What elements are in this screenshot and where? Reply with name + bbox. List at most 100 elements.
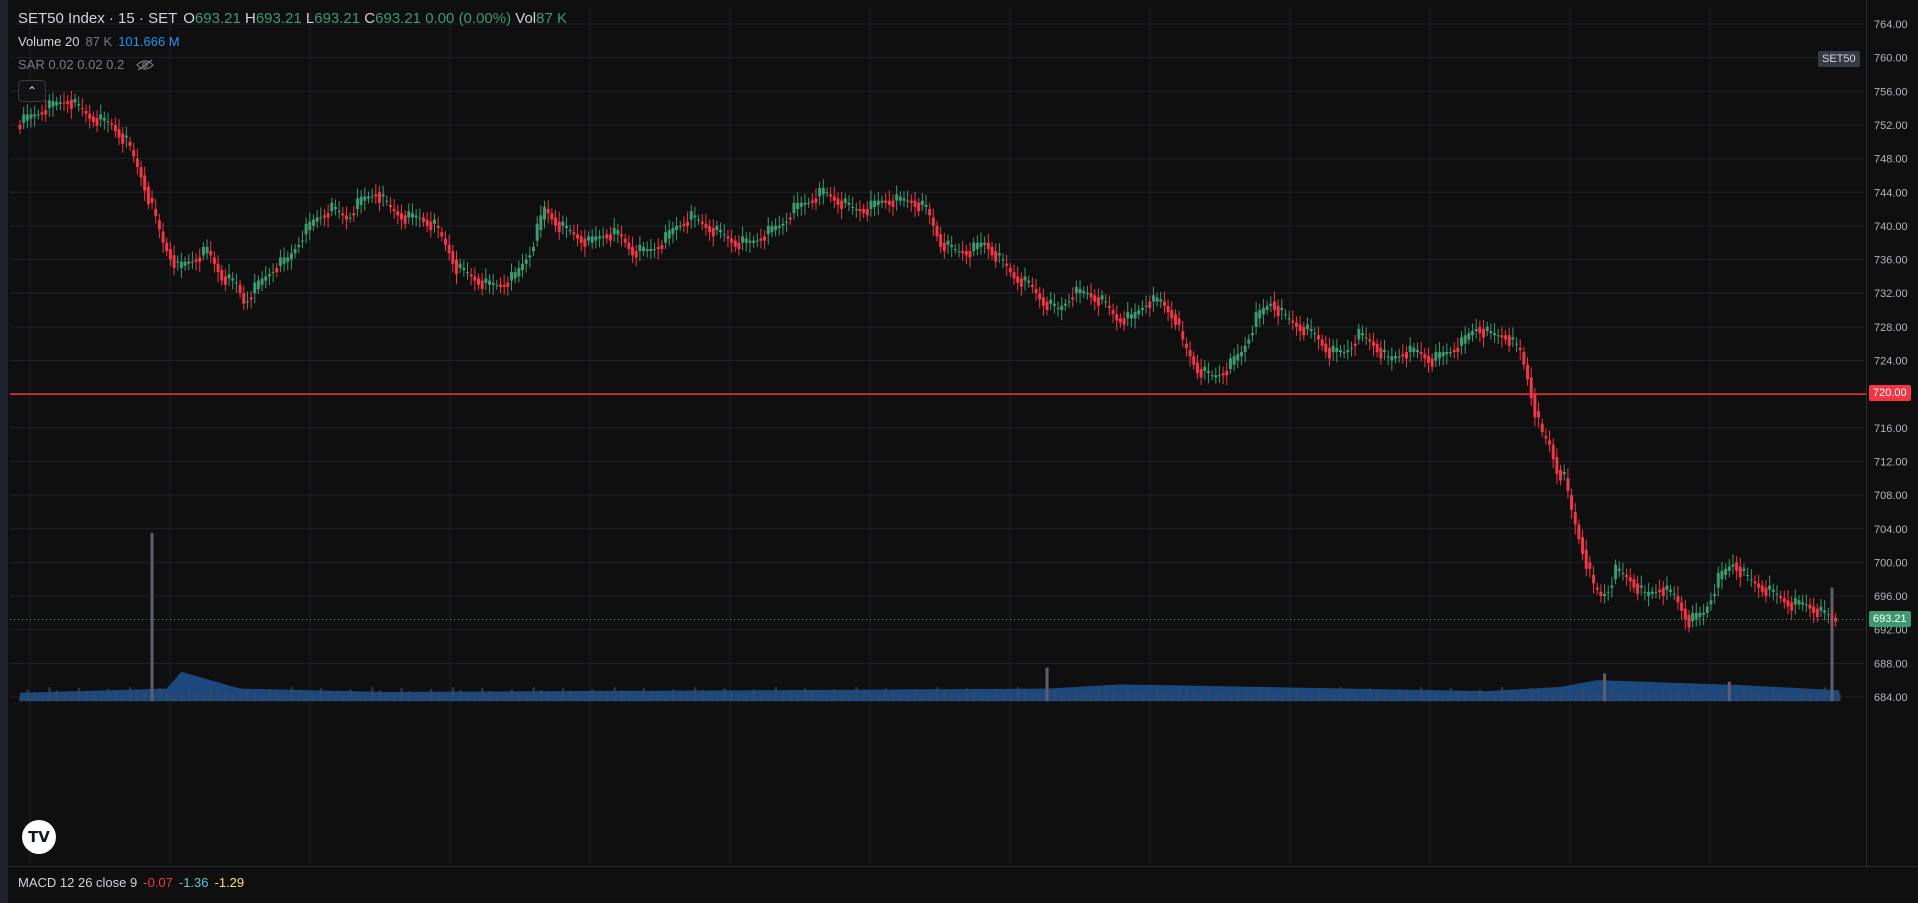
candle-body: [1305, 324, 1309, 329]
candle-body: [741, 236, 745, 243]
y-tick-label: 740.00: [1874, 221, 1908, 233]
volume-bar: [290, 687, 293, 702]
candle-body: [1214, 375, 1218, 378]
candle-body: [1100, 295, 1104, 300]
candle-body: [1669, 589, 1673, 592]
candle-body: [1265, 305, 1269, 311]
volume-bar: [121, 695, 125, 702]
y-tick-label: 700.00: [1874, 557, 1908, 569]
candle-body: [887, 200, 891, 205]
candle-body: [1606, 591, 1610, 593]
volume-bar: [488, 691, 491, 702]
volume-bar: [422, 697, 425, 702]
y-tick-label: 732.00: [1874, 288, 1908, 300]
candle-body: [1544, 436, 1548, 439]
level-price-badge[interactable]: 720.00: [1869, 385, 1911, 402]
pane-separator[interactable]: [8, 866, 1918, 867]
candle-body: [1228, 358, 1232, 369]
candle-body: [810, 200, 814, 203]
candle-body: [1764, 587, 1768, 597]
candle-body: [1610, 585, 1614, 588]
candle-body: [832, 196, 836, 201]
volume-bar: [811, 691, 814, 702]
volume-bar: [1192, 693, 1196, 702]
candle-body: [223, 276, 227, 285]
candle-body: [1412, 347, 1416, 353]
volume-bar: [1508, 690, 1511, 702]
candle-body: [462, 267, 466, 271]
candle-body: [363, 196, 367, 201]
candle-body: [128, 141, 132, 146]
candle-body: [253, 282, 257, 294]
macd-legend[interactable]: MACD 12 26 close 9 -0.07 -1.36 -1.29: [18, 875, 244, 890]
candle-body: [510, 272, 514, 281]
candle-body: [1735, 562, 1739, 571]
price-axis[interactable]: [1866, 0, 1918, 866]
volume-bar: [473, 696, 477, 702]
candle-body: [785, 221, 789, 223]
symbol-title[interactable]: SET50 Index · 15 · SET: [18, 10, 178, 27]
candle-body: [25, 114, 29, 121]
candle-body: [1654, 591, 1658, 593]
candle-body: [102, 117, 106, 121]
candle-body: [972, 242, 976, 252]
candle-body: [1577, 524, 1581, 540]
volume-value: 87 K: [85, 34, 113, 49]
volume-legend[interactable]: Volume 20 87 K 101.666 M: [18, 34, 180, 49]
candle-body: [1159, 299, 1163, 302]
candle-body: [1595, 587, 1599, 590]
candle-body: [275, 267, 279, 273]
volume-bar: [1662, 687, 1665, 702]
volume-bar: [921, 692, 924, 702]
volume-bar: [1706, 694, 1709, 702]
y-tick-label: 704.00: [1874, 524, 1908, 536]
volume-bar: [796, 696, 800, 702]
candle-body: [862, 209, 866, 214]
volume-bar: [107, 689, 110, 702]
volume-bar: [1640, 689, 1643, 702]
volume-bar: [1537, 691, 1540, 702]
tradingview-logo[interactable]: TV: [22, 820, 56, 854]
candle-body: [1738, 566, 1742, 578]
candle-body: [788, 217, 792, 220]
volume-bar: [1735, 695, 1739, 702]
candle-body: [242, 293, 246, 304]
volume-bar: [679, 692, 682, 702]
volume-bar: [737, 694, 741, 702]
candle-body: [1485, 326, 1489, 332]
candle-body: [964, 251, 968, 256]
candle-body: [410, 213, 414, 218]
eye-off-icon[interactable]: [136, 59, 155, 71]
candle-body: [1382, 349, 1386, 353]
candle-body: [1819, 606, 1823, 611]
candle-body: [664, 232, 668, 243]
volume-bar: [1332, 695, 1335, 702]
volume-bar: [173, 694, 176, 702]
candle-body: [1548, 440, 1552, 445]
volume-bar: [150, 532, 154, 702]
y-tick-label: 736.00: [1874, 255, 1908, 267]
candle-body: [440, 232, 444, 237]
volume-bar: [1258, 687, 1262, 702]
volume-bar: [356, 692, 359, 702]
collapse-legend-button[interactable]: ⌃: [18, 80, 46, 102]
sar-legend[interactable]: SAR 0.02 0.02 0.2: [18, 57, 155, 72]
candle-body: [1430, 358, 1434, 367]
volume-bar: [1266, 690, 1269, 702]
candle-body: [557, 221, 561, 233]
candle-body: [1419, 352, 1423, 355]
volume-bar: [613, 687, 616, 702]
macd-value-2: -1.36: [178, 875, 209, 890]
candle-body: [506, 282, 510, 287]
candle-body: [777, 225, 781, 229]
volume-bar: [1244, 692, 1247, 702]
candle-body: [1023, 276, 1027, 281]
volume-bar: [994, 689, 998, 702]
candle-body: [1074, 286, 1078, 294]
volume-bar: [231, 696, 235, 702]
candle-body: [330, 202, 334, 212]
volume-bar: [1383, 694, 1386, 702]
y-tick-label: 688.00: [1874, 658, 1908, 670]
